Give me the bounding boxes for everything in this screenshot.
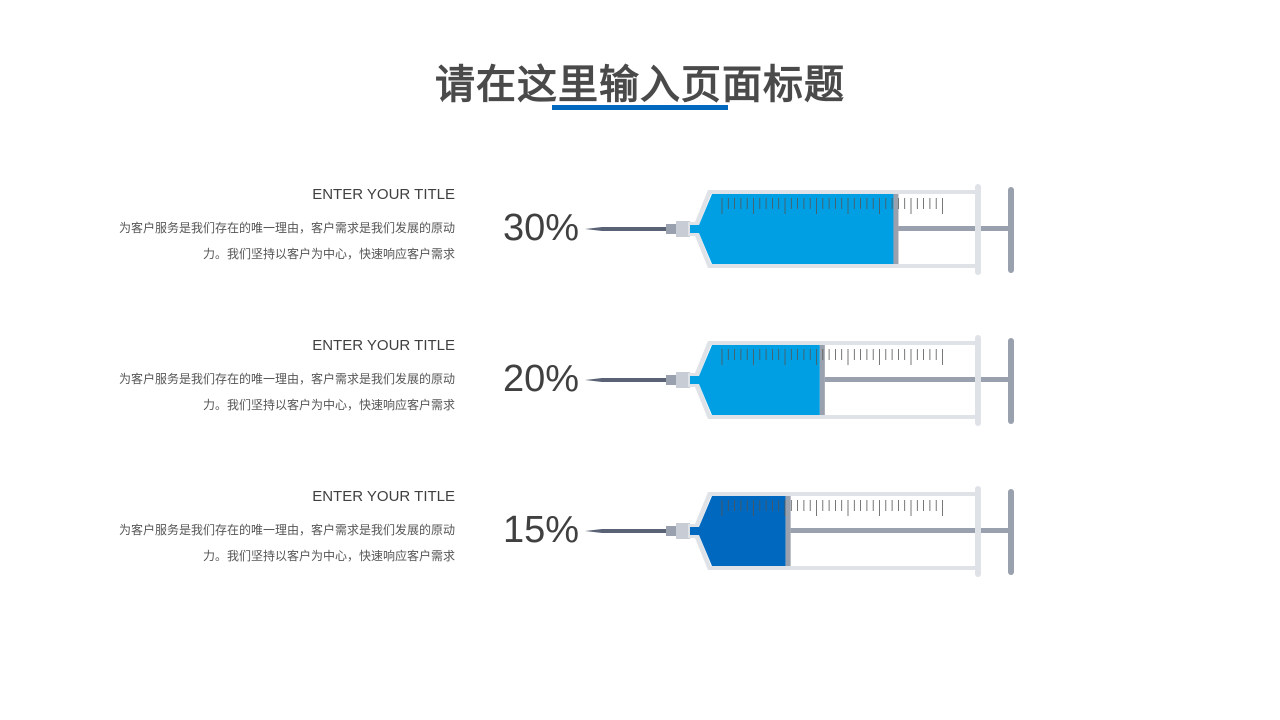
plunger-rod [824,377,1010,382]
page-title: 请在这里输入页面标题 [435,62,845,108]
row-title: ENTER YOUR TITLE [312,186,455,203]
plunger-stopper [819,345,825,415]
barrel-flange [975,335,981,426]
syringe-row: ENTER YOUR TITLE 为客户服务是我们存在的唯一理由，客户需求是我们… [0,486,1280,586]
plunger-thumb [1008,187,1014,273]
needle [585,529,668,533]
plunger-stopper [785,496,791,566]
liquid-fill [690,496,786,566]
title-underline [552,105,728,110]
row-description: 为客户服务是我们存在的唯一理由，客户需求是我们发展的原动力。我们坚持以客户为中心… [118,523,455,563]
needle-connector [676,372,690,388]
row-percent: 15% [503,509,580,551]
barrel-flange [975,486,981,577]
plunger-rod [790,528,1010,533]
needle-hub [666,224,676,234]
plunger-thumb [1008,489,1014,575]
plunger-rod [898,226,1010,231]
row-description: 为客户服务是我们存在的唯一理由，客户需求是我们发展的原动力。我们坚持以客户为中心… [118,372,455,412]
needle [585,378,668,382]
syringe-row: ENTER YOUR TITLE 为客户服务是我们存在的唯一理由，客户需求是我们… [0,335,1280,435]
barrel-flange [975,184,981,275]
needle-hub [666,375,676,385]
needle-connector [676,221,690,237]
liquid-fill [690,345,820,415]
needle-hub [666,526,676,536]
liquid-fill [690,194,894,264]
plunger-stopper [893,194,899,264]
syringe-icon [585,486,1014,577]
needle-connector [676,523,690,539]
syringe-icon [585,335,1014,426]
needle [585,227,668,231]
syringe-icon [585,184,1014,275]
row-title: ENTER YOUR TITLE [312,488,455,505]
row-description: 为客户服务是我们存在的唯一理由，客户需求是我们发展的原动力。我们坚持以客户为中心… [118,221,455,261]
row-percent: 20% [503,358,580,400]
plunger-thumb [1008,338,1014,424]
row-title: ENTER YOUR TITLE [312,337,455,354]
syringe-row: ENTER YOUR TITLE 为客户服务是我们存在的唯一理由，客户需求是我们… [0,184,1280,284]
row-percent: 30% [503,207,580,249]
